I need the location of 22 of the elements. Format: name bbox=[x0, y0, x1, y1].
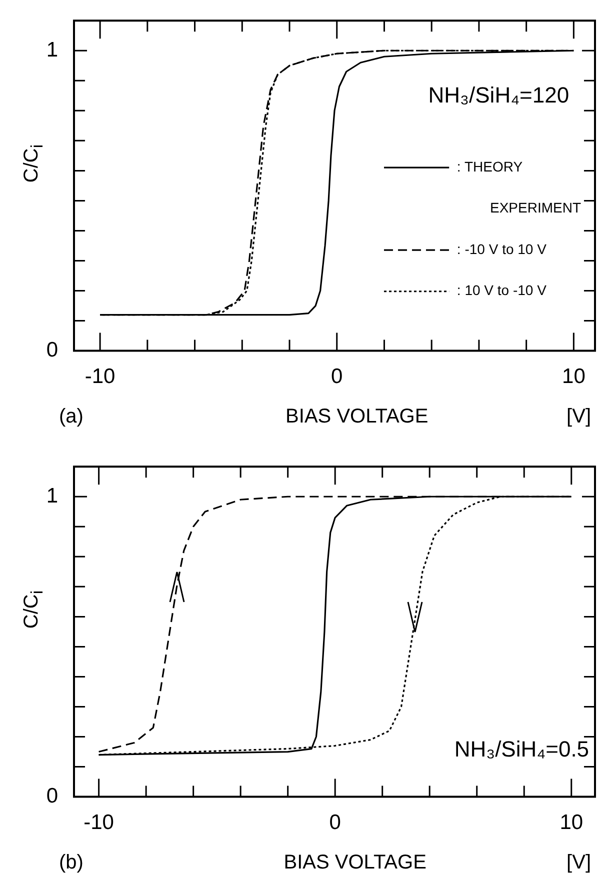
x-tick-label: -10 bbox=[84, 811, 114, 834]
x-axis-title: BIAS VOLTAGE bbox=[284, 851, 426, 874]
legend-title: EXPERIMENT bbox=[490, 200, 582, 216]
x-axis-title: BIAS VOLTAGE bbox=[286, 405, 428, 428]
y-tick-label: 0 bbox=[46, 338, 58, 362]
x-tick-label: 10 bbox=[560, 811, 584, 834]
text: [V] bbox=[566, 405, 591, 428]
text: (b) bbox=[59, 851, 84, 874]
x-tick-label: 0 bbox=[331, 365, 343, 388]
x-tick-label: 10 bbox=[562, 365, 586, 388]
legend-label: : -10 V to 10 V bbox=[456, 240, 548, 257]
annotation: NH₃/SiH₄=120 bbox=[428, 82, 570, 108]
x-tick-label: -10 bbox=[84, 365, 116, 388]
annotation: NH₃/SiH₄=0.5 bbox=[454, 736, 590, 762]
y-tick-label: 1 bbox=[46, 38, 58, 62]
legend-label: : THEORY bbox=[456, 158, 524, 174]
y-tick-label: 0 bbox=[46, 784, 58, 808]
legend-label: : 10 V to -10 V bbox=[456, 282, 548, 298]
text: (a) bbox=[59, 405, 84, 428]
text: [V] bbox=[566, 851, 591, 874]
y-tick-label: 1 bbox=[46, 484, 58, 508]
x-tick-label: 0 bbox=[329, 811, 341, 834]
